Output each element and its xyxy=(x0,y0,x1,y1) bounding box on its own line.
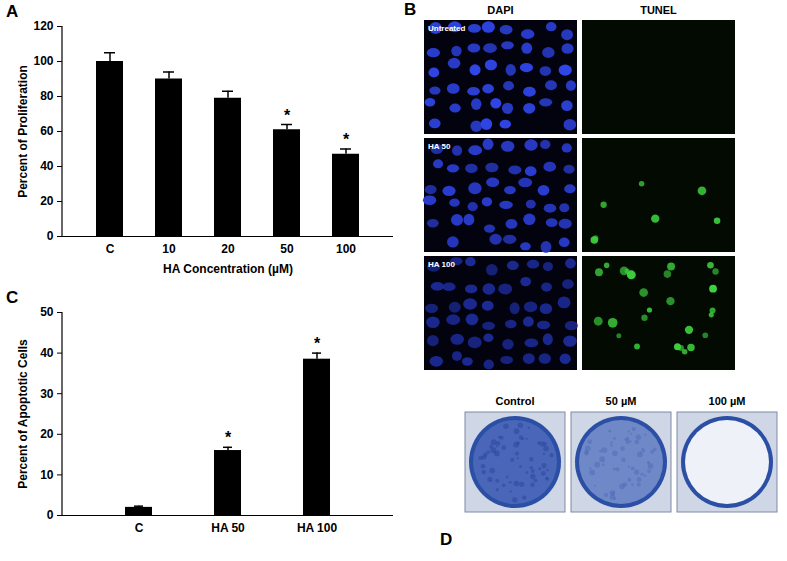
svg-text:50 µM: 50 µM xyxy=(606,395,637,407)
svg-text:20: 20 xyxy=(40,427,54,441)
svg-text:50: 50 xyxy=(40,305,54,319)
svg-text:Percent of Apoptotic Cells: Percent of Apoptotic Cells xyxy=(16,339,30,489)
html-text:B: B xyxy=(404,0,417,19)
svg-text:60: 60 xyxy=(40,124,54,138)
svg-text:TUNEL: TUNEL xyxy=(640,4,677,16)
svg-text:Untreated: Untreated xyxy=(428,24,465,33)
html-text:D: D xyxy=(440,530,453,549)
svg-text:HA Concentration (µM): HA Concentration (µM) xyxy=(163,262,293,276)
html-text:A: A xyxy=(6,2,19,21)
svg-text:80: 80 xyxy=(40,89,54,103)
svg-text:HA 50: HA 50 xyxy=(211,521,245,535)
svg-text:40: 40 xyxy=(40,346,54,360)
svg-text:C: C xyxy=(135,521,144,535)
svg-text:100: 100 xyxy=(336,242,356,256)
svg-text:50: 50 xyxy=(280,242,294,256)
svg-text:100 µM: 100 µM xyxy=(709,395,746,407)
svg-text:10: 10 xyxy=(40,468,54,482)
svg-text:C: C xyxy=(106,242,115,256)
svg-text:40: 40 xyxy=(40,159,54,173)
svg-text:100: 100 xyxy=(33,54,53,68)
svg-text:*: * xyxy=(314,335,321,352)
svg-text:20: 20 xyxy=(40,194,54,208)
svg-text:120: 120 xyxy=(33,19,53,33)
svg-text:HA 50: HA 50 xyxy=(428,142,451,151)
svg-text:30: 30 xyxy=(40,387,54,401)
svg-text:20: 20 xyxy=(221,242,235,256)
svg-text:0: 0 xyxy=(47,508,54,522)
svg-text:HA 100: HA 100 xyxy=(428,260,455,269)
svg-text:HA 100: HA 100 xyxy=(297,521,338,535)
svg-text:*: * xyxy=(343,131,350,148)
svg-text:Control: Control xyxy=(495,395,534,407)
svg-text:DAPI: DAPI xyxy=(487,4,513,16)
html-text:C: C xyxy=(6,288,19,307)
svg-text:Percent of Proliferation: Percent of Proliferation xyxy=(16,65,30,198)
svg-text:10: 10 xyxy=(162,242,176,256)
svg-text:0: 0 xyxy=(47,229,54,243)
svg-text:*: * xyxy=(225,429,232,446)
svg-text:*: * xyxy=(284,107,291,124)
